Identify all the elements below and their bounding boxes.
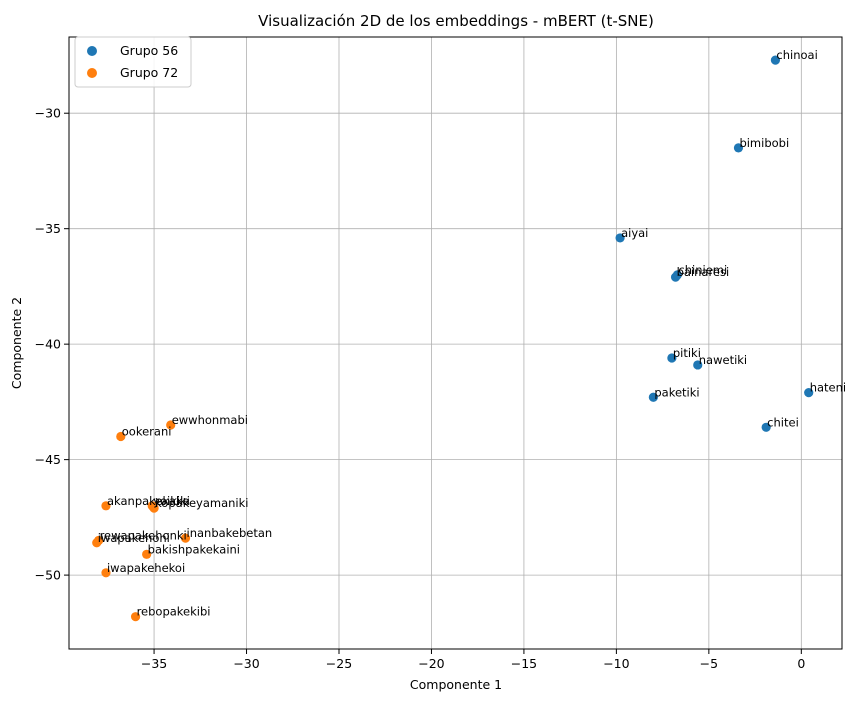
y-tick-label: −45 xyxy=(35,452,61,467)
data-point-grupo-56 xyxy=(770,55,781,65)
point-label: hateni xyxy=(810,381,846,395)
y-axis-label: Componente 2 xyxy=(9,297,24,389)
legend: Grupo 56 Grupo 72 xyxy=(74,36,192,88)
point-label: bakishpakekaini xyxy=(148,542,240,556)
legend-box xyxy=(74,36,192,88)
point-label: inanbakebetan xyxy=(187,526,273,540)
point-label: pitiki xyxy=(673,346,701,360)
y-axis-ticks: −50 −45 −40 −35 −30 xyxy=(35,106,69,583)
point-label: iwapakehoni xyxy=(98,531,170,545)
point-label: ookerani xyxy=(122,425,172,439)
data-point-grupo-56 xyxy=(693,360,703,370)
data-point-grupo-72 xyxy=(93,535,104,546)
data-point-grupo-72 xyxy=(116,431,126,442)
x-axis-label: Componente 1 xyxy=(410,677,502,692)
x-tick-label: −35 xyxy=(141,656,167,671)
data-point-grupo-56 xyxy=(667,353,677,363)
grid-lines xyxy=(69,37,842,649)
y-tick-label: −35 xyxy=(35,221,61,236)
legend-label-grupo-56: Grupo 56 xyxy=(120,43,178,58)
x-tick-label: −15 xyxy=(511,656,537,671)
legend-marker-grupo-72 xyxy=(87,68,97,78)
x-tick-label: −30 xyxy=(233,656,259,671)
data-point-grupo-56 xyxy=(672,270,683,280)
legend-marker-grupo-56 xyxy=(87,46,97,56)
x-tick-label: −5 xyxy=(700,656,718,671)
data-point-grupo-56 xyxy=(804,388,814,398)
data-point-grupo-72 xyxy=(101,568,111,578)
data-point-grupo-72 xyxy=(166,420,176,430)
point-label: bainaresi xyxy=(677,265,730,279)
point-label: chinoai xyxy=(776,48,817,62)
x-tick-label: −20 xyxy=(418,656,444,671)
plot-frame xyxy=(68,36,843,650)
x-axis-ticks: −35 −30 −25 −20 −15 −10 −5 0 xyxy=(141,649,805,671)
data-point-grupo-56 xyxy=(615,233,625,243)
point-label: akanpakekaka xyxy=(107,494,190,508)
point-label: paketiki xyxy=(654,385,699,399)
data-point-grupo-72 xyxy=(130,612,141,622)
data-point-grupo-72 xyxy=(149,503,159,513)
data-point-grupo-56 xyxy=(733,143,744,153)
point-label: aiyai xyxy=(621,226,648,240)
legend-label-grupo-72: Grupo 72 xyxy=(120,65,178,80)
point-label: rewapakehonki xyxy=(100,528,187,542)
x-tick-label: −10 xyxy=(603,656,629,671)
point-label: rebopakekibi xyxy=(137,605,211,619)
point-label: bimibobi xyxy=(739,136,789,150)
point-label: yoikiki xyxy=(153,494,190,508)
point-label: ewwhonmabi xyxy=(172,413,248,427)
data-point-grupo-56 xyxy=(761,422,771,432)
data-points xyxy=(92,55,814,622)
x-tick-label: −25 xyxy=(326,656,352,671)
data-point-grupo-72 xyxy=(142,549,152,559)
point-label: chitei xyxy=(767,415,799,429)
y-tick-label: −40 xyxy=(35,337,61,352)
point-label: iwapakehekoi xyxy=(107,561,185,575)
data-point-grupo-72 xyxy=(180,533,191,543)
data-point-grupo-56 xyxy=(648,392,658,402)
chart-title: Visualización 2D de los embeddings - mBE… xyxy=(258,12,654,30)
point-label: chiniemi xyxy=(678,263,727,277)
data-point-grupo-72 xyxy=(101,501,111,511)
y-tick-label: −50 xyxy=(35,568,61,583)
point-label: kopakeyamaniki xyxy=(155,496,248,510)
x-tick-label: 0 xyxy=(797,656,805,671)
point-label: nawetiki xyxy=(699,353,747,367)
y-tick-label: −30 xyxy=(35,106,61,121)
